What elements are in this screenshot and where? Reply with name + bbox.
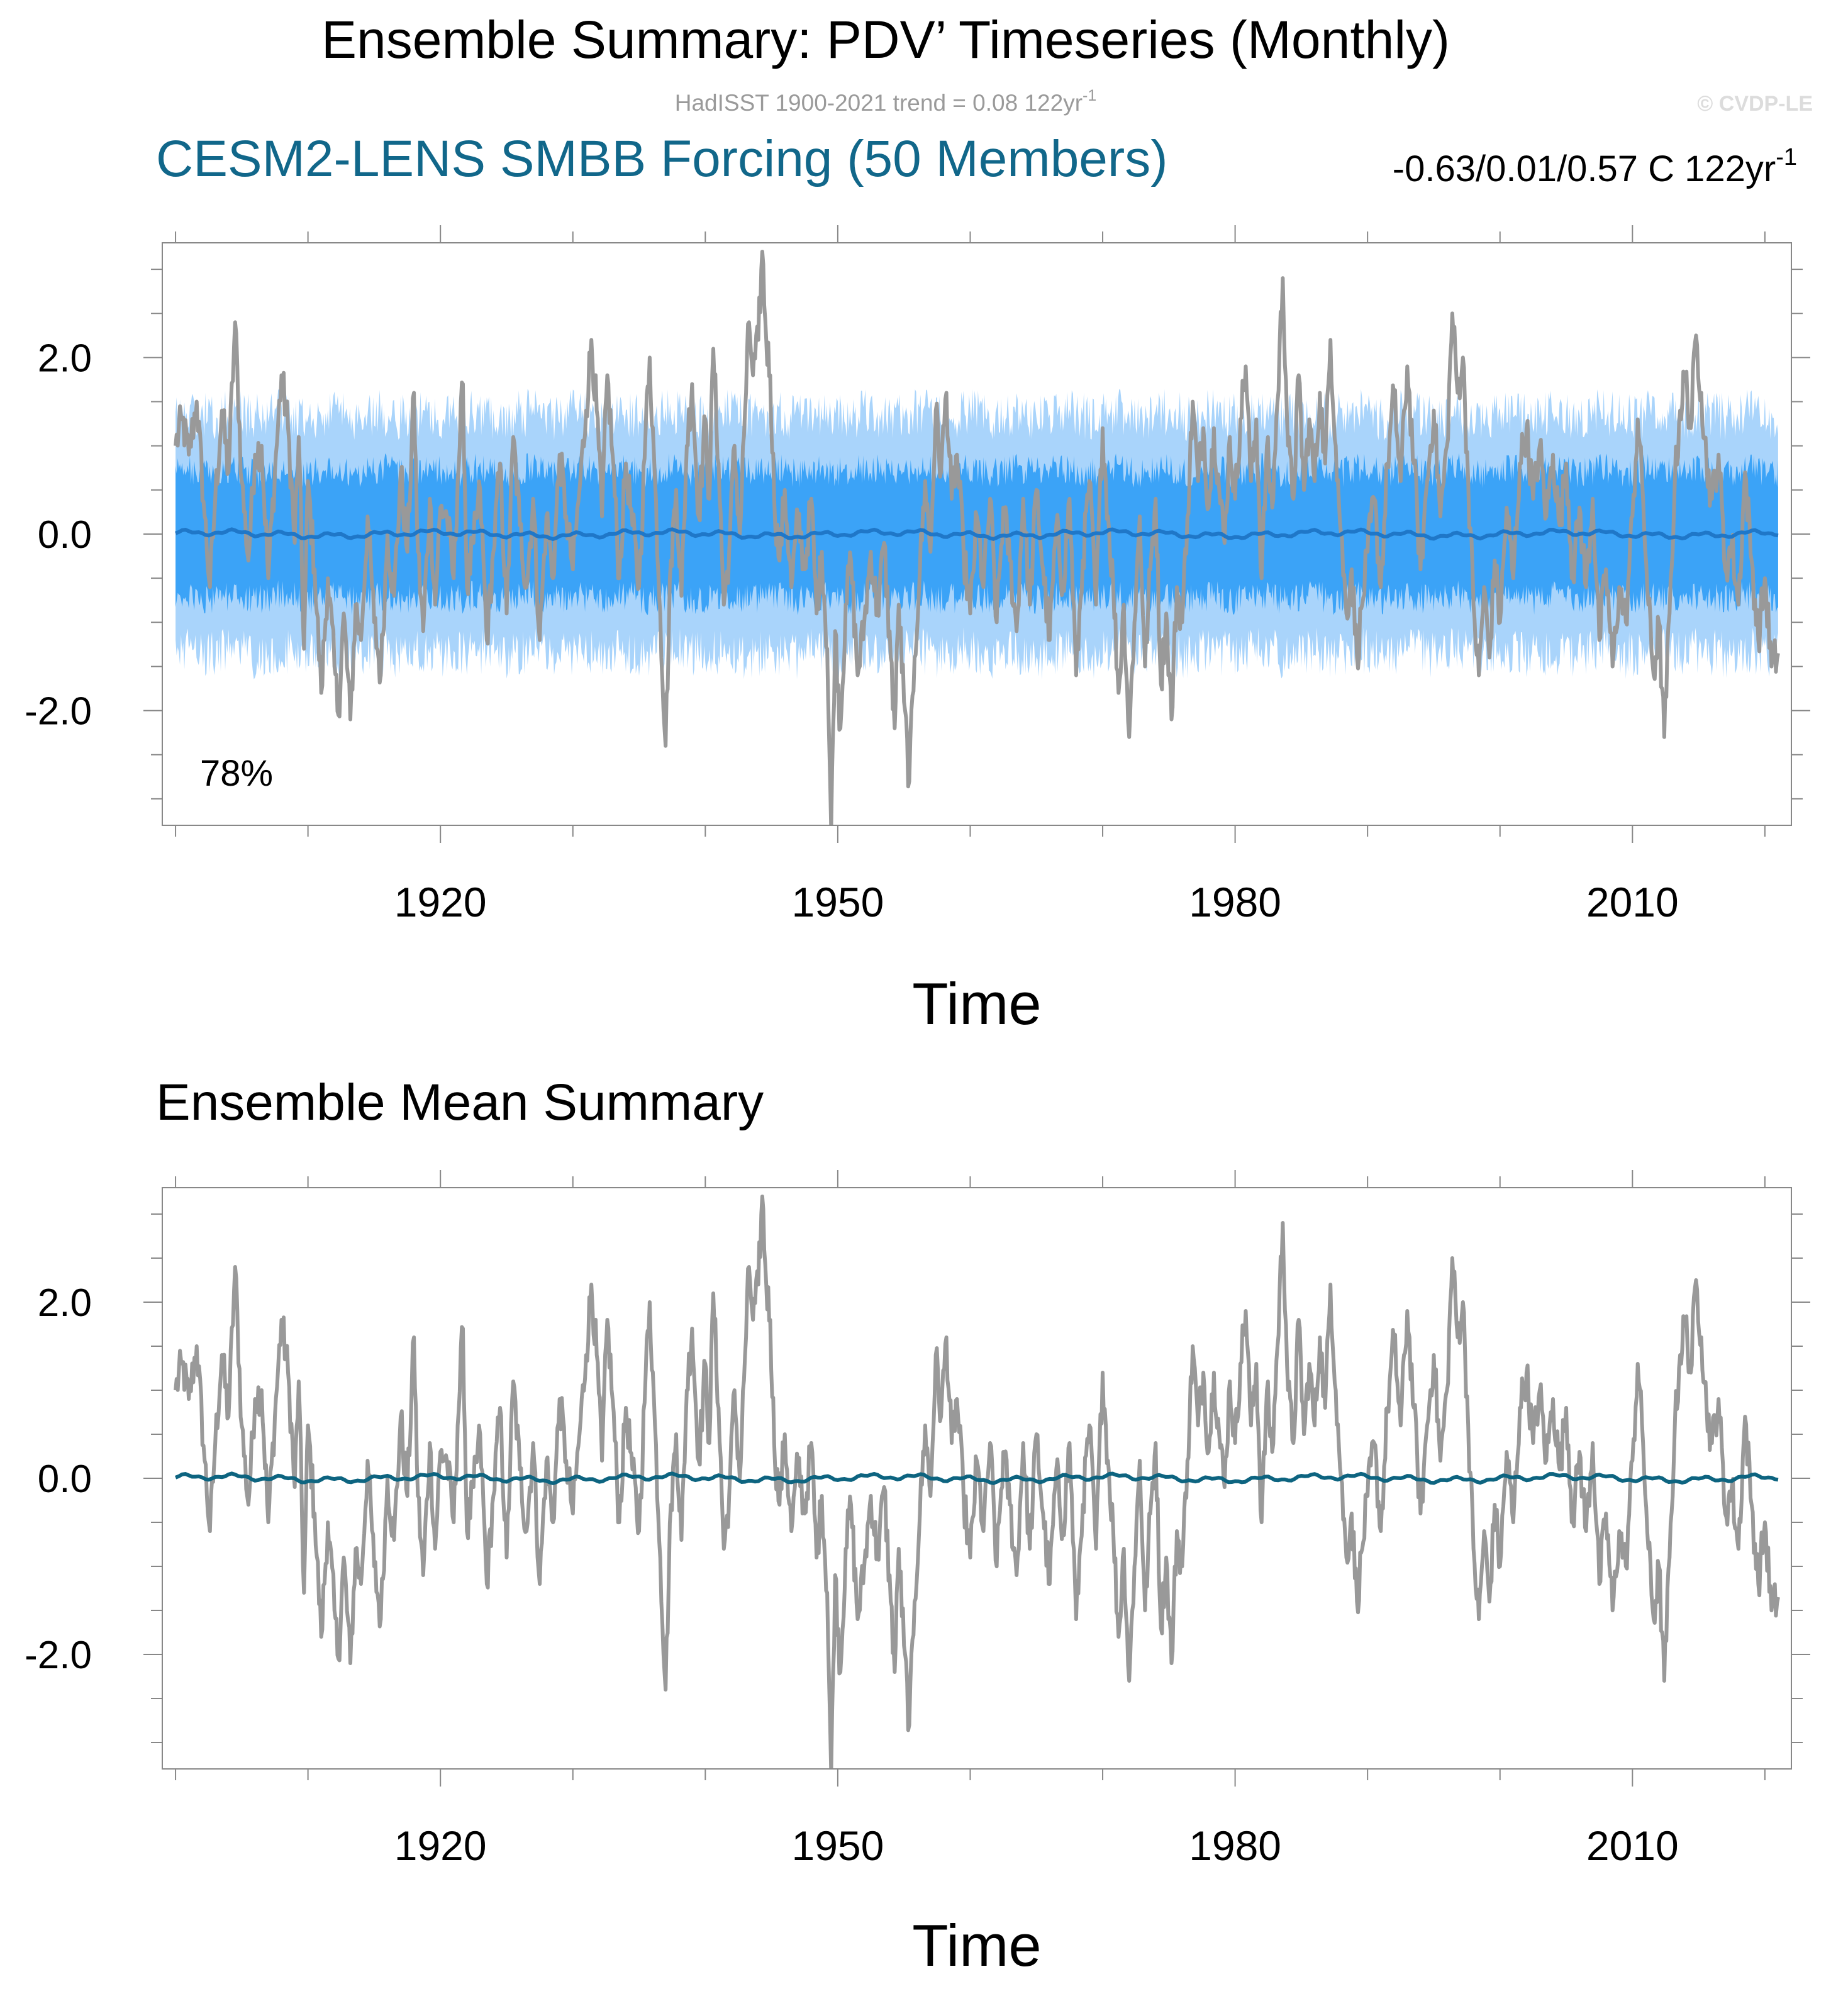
panel-top-title: CESM2-LENS SMBB Forcing (50 Members) <box>156 130 1168 187</box>
x-tick-label: 2010 <box>1586 1822 1679 1869</box>
x-tick-label: 1980 <box>1189 879 1281 925</box>
x-tick-label: 2010 <box>1586 879 1679 925</box>
top-plot-area: 1920 1950 1980 2010 2.0 0.0 -2.0 <box>25 225 1810 925</box>
x-tick-label: 1920 <box>394 879 487 925</box>
y-tick-label: 0.0 <box>38 1458 92 1501</box>
panel-top-stats: -0.63/0.01/0.57 C 122yr-1 <box>1393 144 1797 189</box>
panel-ensemble-summary: CESM2-LENS SMBB Forcing (50 Members) -0.… <box>25 130 1810 1037</box>
panel-top-percent-label: 78% <box>200 753 273 794</box>
observed-pdv-line <box>174 250 1780 825</box>
y-tick-label: 2.0 <box>38 1281 92 1325</box>
panel-top-xlabel: Time <box>912 971 1041 1037</box>
bottom-plot-area: 1920 1950 1980 2010 2.0 0.0 -2.0 <box>25 1170 1810 1869</box>
copyright-label: © CVDP-LE <box>1697 92 1813 116</box>
x-tick-label: 1980 <box>1189 1822 1281 1869</box>
panel-bottom-xlabel: Time <box>912 1912 1041 1978</box>
y-tick-label: 0.0 <box>38 513 92 557</box>
obs-trend-text: HadISST 1900-2021 trend = 0.08 122yr-1 <box>675 87 1097 116</box>
observed-pdv-line <box>174 1195 1780 1769</box>
figure-title: Ensemble Summary: PDV’ Timeseries (Month… <box>321 10 1450 69</box>
y-tick-label: -2.0 <box>25 1634 92 1677</box>
x-tick-label: 1950 <box>791 879 884 925</box>
x-tick-label: 1950 <box>791 1822 884 1869</box>
x-tick-label: 1920 <box>394 1822 487 1869</box>
panel-ensemble-mean-summary: Ensemble Mean Summary 1920 1950 1980 2010 2.… <box>25 1074 1810 1978</box>
y-tick-label: 2.0 <box>38 337 92 380</box>
y-tick-label: -2.0 <box>25 690 92 733</box>
ensemble-mean-line <box>175 1471 1779 1486</box>
panel-bottom-title: Ensemble Mean Summary <box>156 1074 764 1131</box>
ensemble-mean-line <box>175 527 1779 542</box>
